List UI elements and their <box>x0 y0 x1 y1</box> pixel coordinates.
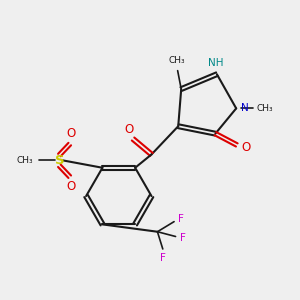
Text: F: F <box>160 253 166 263</box>
Text: CH₃: CH₃ <box>17 156 34 165</box>
Text: S: S <box>55 154 64 167</box>
Text: F: F <box>178 214 184 224</box>
Text: O: O <box>241 141 250 154</box>
Text: O: O <box>67 128 76 140</box>
Text: CH₃: CH₃ <box>257 104 273 113</box>
Text: N: N <box>241 103 248 113</box>
Text: O: O <box>124 123 134 136</box>
Text: NH: NH <box>208 58 223 68</box>
Text: O: O <box>67 180 76 193</box>
Text: F: F <box>180 233 186 243</box>
Text: CH₃: CH₃ <box>169 56 185 65</box>
